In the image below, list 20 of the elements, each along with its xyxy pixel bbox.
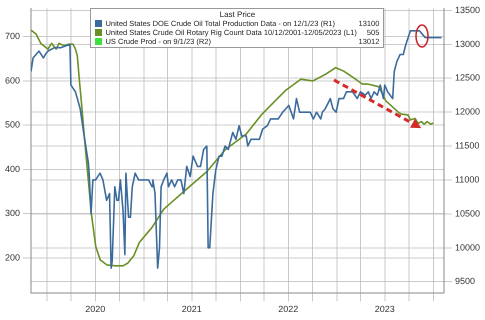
y-tick-label: 11000 [454, 174, 480, 184]
y2-tick-label: 200 [4, 252, 20, 262]
y-tick-label: 12500 [454, 72, 480, 83]
y-tick-label: 12000 [454, 106, 480, 117]
legend-title: Last Price [218, 10, 256, 20]
y2-tick-label: 300 [4, 208, 20, 218]
y-tick-label: 9500 [454, 276, 476, 286]
y-tick-label: 10500 [454, 208, 480, 218]
y2-tick-label: 400 [4, 164, 20, 174]
x-tick-label: 2022 [278, 304, 298, 314]
y2-tick-label: 600 [4, 75, 20, 86]
x-tick-label: 2020 [85, 304, 106, 314]
y-tick-label: 10000 [454, 242, 480, 252]
x-tick-label: 2021 [182, 304, 202, 314]
y-tick-label: 13500 [454, 4, 480, 15]
y-tick-label: 11500 [454, 140, 480, 151]
y2-tick-label: 500 [4, 120, 20, 130]
y-tick-label: 13000 [454, 38, 480, 49]
y2-tick-label: 700 [4, 31, 20, 42]
x-tick-label: 2023 [374, 304, 395, 314]
